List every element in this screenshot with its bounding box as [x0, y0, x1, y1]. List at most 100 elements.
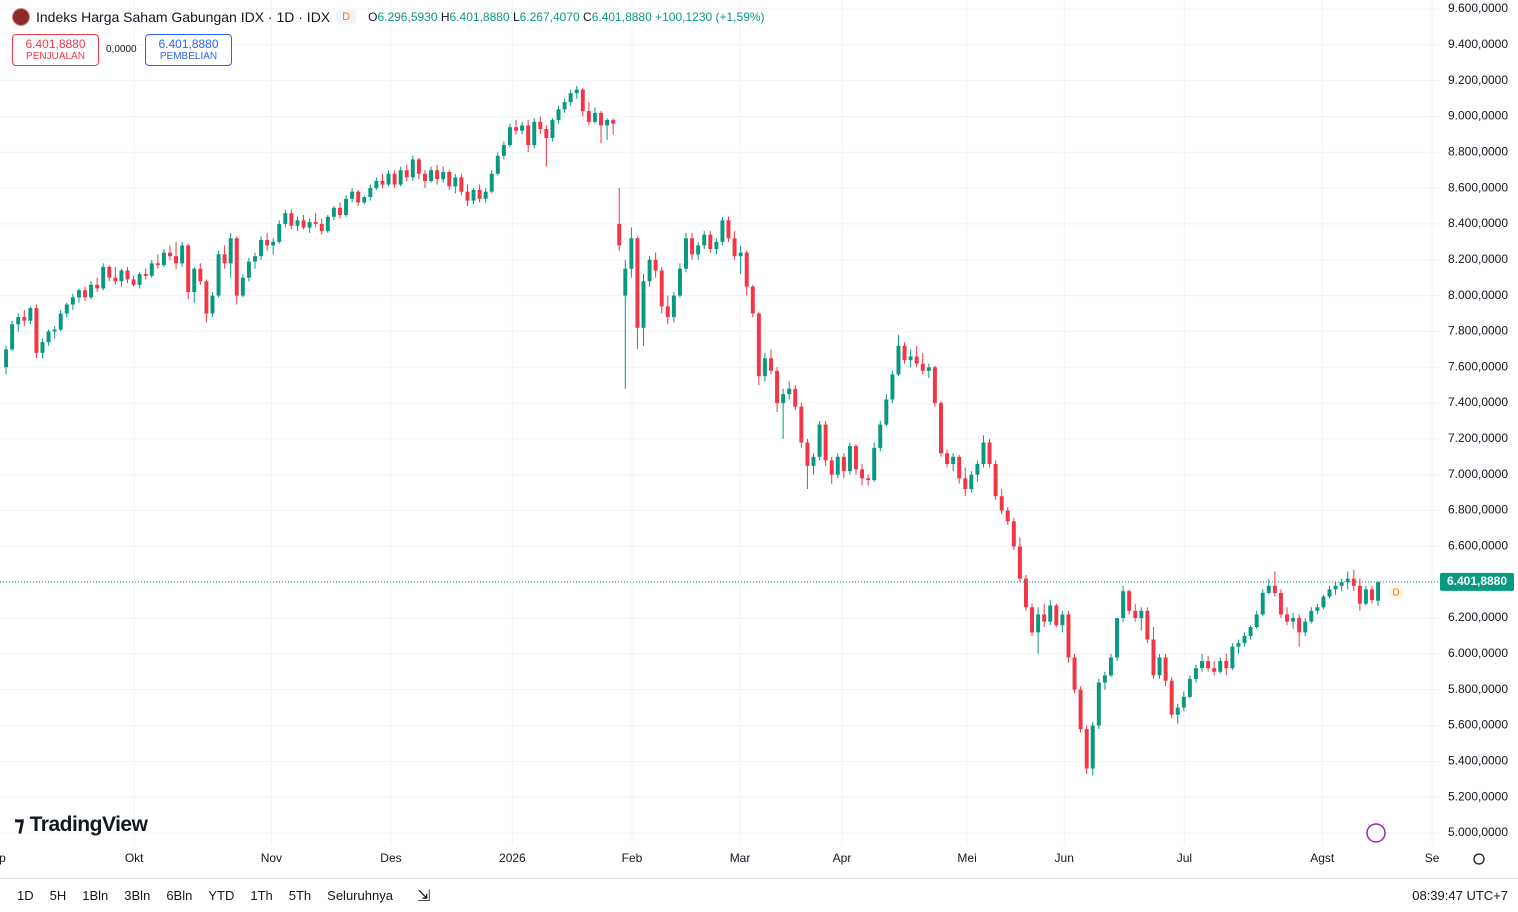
candle-body — [866, 478, 871, 481]
candle-body — [1090, 725, 1095, 769]
candle-body — [1236, 643, 1241, 647]
candle-body — [605, 120, 610, 126]
ohlc-key: C — [583, 10, 592, 24]
candle-body — [1169, 680, 1174, 715]
x-tick-label: Apr — [833, 851, 852, 865]
candle-body — [1333, 585, 1338, 590]
candle-body — [562, 102, 567, 110]
candle-body — [641, 281, 646, 328]
candle-body — [556, 109, 561, 121]
candle-body — [1248, 626, 1253, 636]
candle-body — [1224, 661, 1229, 669]
candle-body — [404, 170, 409, 178]
y-tick-label: 7.200,0000 — [1448, 431, 1508, 445]
candle-body — [429, 170, 434, 181]
x-tick-label: Se — [1425, 851, 1440, 865]
candle-body — [744, 252, 749, 287]
candle-body — [495, 155, 500, 174]
candle-body — [483, 191, 488, 199]
candle-body — [204, 281, 209, 314]
candle-body — [544, 128, 549, 138]
candle-body — [568, 93, 573, 103]
candle-body — [1272, 585, 1277, 593]
candle-body — [10, 324, 15, 350]
candle-body — [738, 252, 743, 257]
candle-body — [259, 240, 264, 257]
range-button[interactable]: YTD — [208, 888, 235, 903]
candle-body — [1175, 707, 1180, 715]
x-tick-label: Jul — [1177, 851, 1192, 865]
candle-body — [22, 317, 27, 321]
candle-body — [337, 207, 342, 215]
date-range-icon[interactable]: ⇲ — [416, 887, 431, 905]
candle-body — [101, 266, 106, 289]
sell-button[interactable]: 6.401,8880 PENJUALAN — [12, 34, 99, 66]
candle-body — [350, 191, 355, 199]
candle-body — [969, 474, 974, 490]
candle-body — [835, 456, 840, 475]
candle-body — [1163, 657, 1168, 681]
candle-body — [599, 112, 603, 126]
candle-body — [732, 238, 737, 257]
candle-body — [1260, 592, 1265, 615]
range-button[interactable]: 5Th — [288, 888, 312, 903]
candle-body — [507, 127, 512, 146]
candle-body — [920, 363, 925, 371]
candle-body — [653, 259, 658, 271]
range-button[interactable]: 3Bln — [124, 888, 151, 903]
candle-body — [295, 220, 300, 226]
legend-header: Indeks Harga Saham Gabungan IDX · 1D · I… — [12, 8, 765, 26]
range-button[interactable]: Seluruhnya — [327, 888, 393, 903]
candle-body — [168, 252, 172, 257]
ranges: 1D 5H 1Bln 3Bln 6Bln YTD 1Th 5Th Seluruhnya — [0, 888, 393, 903]
candle-body — [720, 220, 725, 242]
candle-body — [659, 270, 664, 307]
candle-body — [677, 268, 682, 296]
range-button[interactable]: 6Bln — [166, 888, 193, 903]
candle-body — [1321, 596, 1326, 608]
candle-body — [1254, 614, 1259, 627]
candle-body — [46, 331, 51, 343]
candle-body — [647, 259, 652, 282]
x-tick-label: Nov — [261, 851, 282, 865]
candle-body — [799, 406, 804, 443]
range-button[interactable]: 5H — [49, 888, 67, 903]
y-tick-label: 8.600,0000 — [1448, 180, 1508, 194]
candle-body — [1187, 678, 1192, 697]
range-button[interactable]: 1D — [17, 888, 34, 903]
candle-body — [453, 177, 458, 187]
candle-body — [817, 424, 822, 457]
candle-body — [1023, 578, 1028, 608]
candle-body — [987, 442, 992, 464]
candle-body — [1345, 578, 1350, 583]
candle-body — [908, 356, 913, 361]
sell-label: PENJUALAN — [26, 51, 85, 62]
candle-body — [671, 295, 676, 318]
candle-body — [83, 290, 87, 298]
x-tick-label: Agst — [1310, 851, 1335, 865]
candle-body — [805, 442, 810, 466]
candle-body — [441, 171, 446, 180]
symbol-title[interactable]: Indeks Harga Saham Gabungan IDX · 1D · I… — [36, 9, 331, 25]
plot — [0, 0, 1440, 845]
clock[interactable]: 08:39:47 UTC+7 — [1412, 888, 1508, 903]
candle-body — [271, 241, 276, 246]
range-button[interactable]: 1Bln — [82, 888, 109, 903]
candle-body — [714, 241, 719, 250]
range-button[interactable]: 1Th — [250, 888, 273, 903]
candle-body — [635, 238, 640, 328]
buy-button[interactable]: 6.401,8880 PEMBELIAN — [145, 34, 232, 66]
candle-body — [70, 297, 75, 305]
candle-body — [860, 469, 865, 479]
candle-body — [1005, 510, 1010, 522]
candle-body — [793, 388, 798, 407]
x-tick-label: Mar — [730, 851, 751, 865]
candle-body — [1193, 668, 1198, 679]
candle-body — [756, 313, 761, 377]
candle-body — [1278, 592, 1283, 615]
candle-body — [726, 220, 731, 239]
candle-body — [4, 349, 9, 368]
candle-body — [914, 356, 919, 364]
candle-body — [896, 345, 901, 375]
